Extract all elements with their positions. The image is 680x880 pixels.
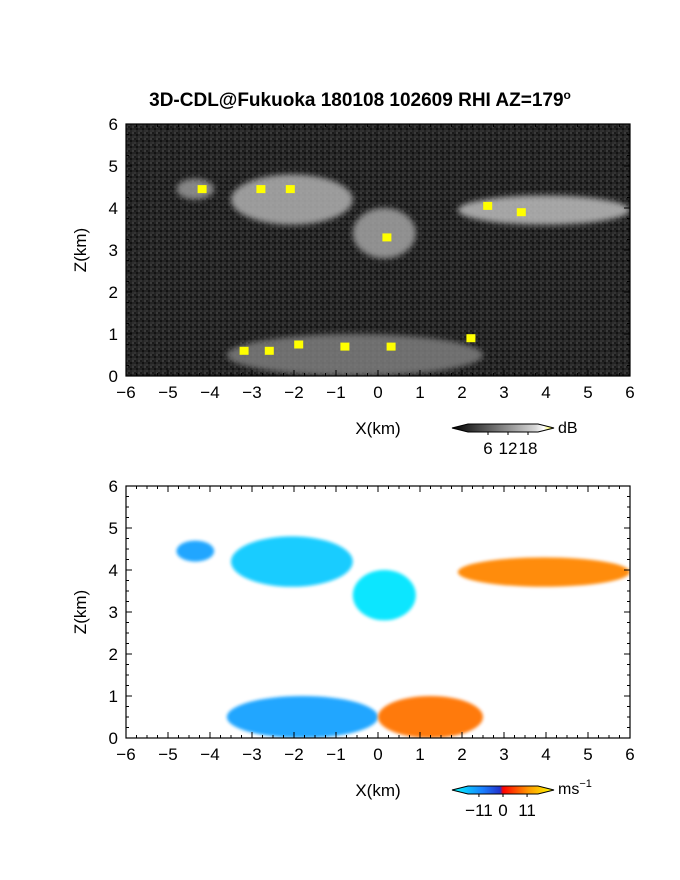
top-x-tick-label: 5 bbox=[583, 383, 592, 402]
top-high-echo-spot bbox=[285, 185, 295, 194]
bottom-x-tick-label: 4 bbox=[541, 745, 550, 764]
bottom-x-tick-label: −4 bbox=[200, 745, 219, 764]
top-high-echo-spot bbox=[483, 201, 493, 210]
bottom-y-tick-label: 4 bbox=[109, 561, 118, 580]
bottom-echo-region bbox=[176, 540, 215, 562]
top-echo-layer bbox=[176, 174, 630, 376]
top-x-tick-label: −1 bbox=[326, 383, 345, 402]
bottom-x-tick-label: −1 bbox=[326, 745, 345, 764]
bottom-x-tick-label: −2 bbox=[284, 745, 303, 764]
bottom-colorbar: −11 0 11 ms−1 bbox=[451, 778, 592, 820]
top-high-echo-spot bbox=[197, 185, 207, 194]
bottom-x-tick-label: −3 bbox=[242, 745, 261, 764]
bottom-y-tick-label: 6 bbox=[109, 477, 118, 496]
bottom-colorbar-unit-exp: −1 bbox=[579, 778, 592, 790]
bottom-axes: −6 −5 −4 −3 −2 −1 0 1 2 3 4 5 6 0 1 2 3 4 5 6 bbox=[109, 477, 635, 764]
bottom-x-tick-label: 0 bbox=[373, 745, 382, 764]
top-y-tick-label: 4 bbox=[109, 199, 118, 218]
top-x-tick-label: 6 bbox=[625, 383, 634, 402]
top-x-tick-label: 0 bbox=[373, 383, 382, 402]
top-echo-region bbox=[457, 195, 630, 225]
top-high-echo-spot bbox=[239, 346, 249, 355]
top-x-tick-label: −3 bbox=[242, 383, 261, 402]
top-echo-region bbox=[176, 178, 215, 200]
top-colorbar-unit: dB bbox=[558, 420, 578, 437]
top-echo-region bbox=[226, 334, 483, 376]
top-y-tick-label: 1 bbox=[109, 325, 118, 344]
bottom-colorbar-bar bbox=[451, 785, 555, 795]
bottom-echo-region bbox=[231, 536, 353, 587]
top-high-echo-spot bbox=[340, 342, 350, 351]
top-x-tick-label: −5 bbox=[158, 383, 177, 402]
bottom-x-tick-label: −5 bbox=[158, 745, 177, 764]
top-colorbar-tick-label: 18 bbox=[519, 439, 538, 458]
top-x-tick-label: 1 bbox=[415, 383, 424, 402]
bottom-colorbar-ticks: −11 0 11 bbox=[465, 794, 536, 820]
bottom-velocity-layer bbox=[176, 536, 630, 738]
bottom-x-tick-label: −6 bbox=[116, 745, 135, 764]
top-ylabel: Z(km) bbox=[71, 228, 90, 272]
top-echo-region bbox=[352, 208, 416, 259]
top-colorbar-bar bbox=[451, 423, 555, 433]
bottom-xlabel: X(km) bbox=[355, 781, 400, 800]
top-x-tick-label: −6 bbox=[116, 383, 135, 402]
bottom-y-tick-label: 1 bbox=[109, 687, 118, 706]
bottom-echo-region bbox=[226, 696, 378, 738]
bottom-echo-region bbox=[352, 570, 416, 621]
bottom-y-tick-label: 3 bbox=[109, 603, 118, 622]
top-x-tick-label: 2 bbox=[457, 383, 466, 402]
top-high-echo-spot bbox=[264, 346, 274, 355]
top-x-tick-label: 4 bbox=[541, 383, 550, 402]
bottom-colorbar-tick-label: 11 bbox=[518, 801, 536, 820]
bottom-colorbar-unit: ms−1 bbox=[558, 778, 592, 798]
top-high-echo-spot bbox=[466, 334, 476, 343]
bottom-ylabel: Z(km) bbox=[71, 590, 90, 634]
top-y-tick-label: 6 bbox=[109, 115, 118, 134]
bottom-x-tick-label: 1 bbox=[415, 745, 424, 764]
bottom-colorbar-tick-label: 0 bbox=[498, 801, 507, 820]
top-y-tick-label: 3 bbox=[109, 241, 118, 260]
top-high-echo-spot bbox=[382, 233, 392, 242]
bottom-colorbar-unit-base: ms bbox=[558, 781, 579, 798]
top-high-echo-spot bbox=[516, 208, 526, 217]
bottom-y-tick-label: 0 bbox=[109, 729, 118, 748]
top-x-tick-label: −2 bbox=[284, 383, 303, 402]
bottom-echo-region bbox=[457, 557, 630, 587]
chart-title-text: 3D-CDL@Fukuoka 180108 102609 RHI AZ=179 bbox=[149, 90, 563, 111]
top-high-echo-spot bbox=[386, 342, 396, 351]
bottom-panel: −6 −5 −4 −3 −2 −1 0 1 2 3 4 5 6 0 1 2 3 4 5 6 X(km) Z(km) −… bbox=[71, 477, 635, 820]
top-y-tick-label: 0 bbox=[109, 367, 118, 386]
top-axes: −6 −5 −4 −3 −2 −1 0 1 2 3 4 5 6 0 1 2 3 4 5 6 bbox=[109, 115, 635, 402]
bottom-y-tick-label: 5 bbox=[109, 519, 118, 538]
bottom-y-tick-label: 2 bbox=[109, 645, 118, 664]
top-x-tick-label: 3 bbox=[499, 383, 508, 402]
chart-title: 3D-CDL@Fukuoka 180108 102609 RHI AZ=179o bbox=[149, 88, 571, 111]
top-y-tick-label: 2 bbox=[109, 283, 118, 302]
bottom-echo-region bbox=[378, 696, 483, 738]
bottom-x-tick-label: 6 bbox=[625, 745, 634, 764]
top-colorbar-tick-label: 12 bbox=[499, 439, 518, 458]
bottom-x-tick-label: 3 bbox=[499, 745, 508, 764]
degree-superscript: o bbox=[564, 88, 571, 102]
top-x-tick-label: −4 bbox=[200, 383, 219, 402]
top-colorbar: 6 12 18 dB bbox=[451, 420, 578, 458]
bottom-x-tick-label: 2 bbox=[457, 745, 466, 764]
top-y-tick-label: 5 bbox=[109, 157, 118, 176]
top-colorbar-tick-label: 6 bbox=[483, 439, 492, 458]
top-echo-region bbox=[231, 174, 353, 225]
top-high-echo-spot bbox=[294, 340, 304, 349]
top-xlabel: X(km) bbox=[355, 419, 400, 438]
top-colorbar-ticks: 6 12 18 bbox=[483, 432, 537, 458]
bottom-colorbar-tick-label: −11 bbox=[465, 801, 493, 820]
bottom-x-tick-label: 5 bbox=[583, 745, 592, 764]
top-high-echo-spot bbox=[256, 185, 266, 194]
